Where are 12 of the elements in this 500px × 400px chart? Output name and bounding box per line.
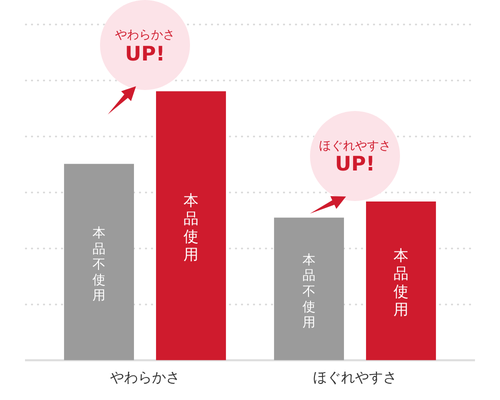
x-tick-label: やわらかさ — [110, 370, 180, 386]
bar — [274, 218, 344, 360]
bar — [156, 91, 226, 360]
series-label: 本品使用 — [393, 246, 408, 319]
x-tick-label: ほぐれやすさ — [313, 370, 397, 386]
series-label: 本品不使用 — [302, 253, 316, 330]
bar — [366, 202, 436, 360]
annotation: ほぐれやすさ UP! — [319, 138, 391, 176]
bar — [64, 164, 134, 360]
text: 本品不使用 — [92, 226, 106, 304]
text: 本品使用 — [183, 192, 198, 264]
text: やわらかさ UP! — [115, 28, 175, 66]
